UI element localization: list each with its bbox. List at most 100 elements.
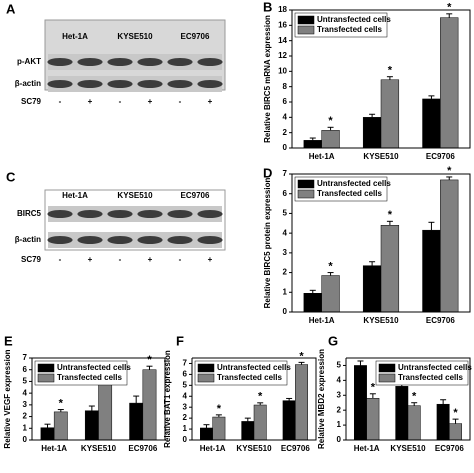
- error-bar: [452, 418, 459, 424]
- axes: [345, 357, 471, 441]
- treatment-sign: -: [59, 97, 62, 106]
- error-bar: [386, 76, 393, 80]
- cell-line-label: Het-1A: [62, 32, 88, 41]
- blot-strip: [48, 206, 222, 222]
- treatment-sign: +: [88, 255, 93, 264]
- blot-band: [137, 58, 163, 66]
- y-tick-label: 2: [183, 413, 188, 422]
- legend-swatch: [37, 363, 55, 373]
- panel-letter: A: [6, 1, 16, 16]
- legend-swatch: [297, 189, 315, 199]
- significance-star: *: [453, 407, 458, 419]
- error-bar: [309, 137, 316, 141]
- y-axis-label: Relative BAT1 expression: [163, 350, 172, 448]
- y-tick-label: 4: [337, 375, 342, 384]
- bar: [362, 265, 382, 313]
- y-tick-label: 0: [183, 435, 188, 444]
- error-bar: [286, 397, 293, 401]
- blot-band: [197, 80, 223, 88]
- axes: [291, 9, 471, 149]
- y-tick-label: 2: [23, 412, 28, 421]
- error-bar: [146, 365, 153, 370]
- blot-band: [77, 58, 103, 66]
- y-tick-label: 10: [278, 66, 287, 75]
- y-tick-label: 1: [23, 423, 28, 432]
- error-bar: [88, 405, 95, 411]
- x-tick-label: KYSE510: [363, 152, 399, 161]
- blot-band: [167, 80, 193, 88]
- legend-swatch: [297, 179, 315, 189]
- bar: [129, 402, 144, 441]
- panel-letter: D: [263, 165, 272, 180]
- y-tick-label: 7: [283, 169, 288, 178]
- bar: [303, 140, 322, 149]
- y-tick-label: 6: [283, 189, 288, 198]
- blot-band: [197, 236, 223, 244]
- y-tick-label: 1: [337, 420, 342, 429]
- panel-letter: F: [176, 333, 184, 348]
- error-bar: [203, 424, 210, 428]
- treatment-sign: -: [179, 255, 182, 264]
- treatment-sign: +: [148, 97, 153, 106]
- legend-label: Transfected cells: [317, 25, 382, 34]
- blot-band: [167, 210, 193, 218]
- significance-star: *: [447, 165, 452, 177]
- bar: [354, 365, 367, 441]
- blot-band: [77, 80, 103, 88]
- bar: [362, 117, 382, 149]
- legend-swatch: [37, 373, 55, 383]
- row-label: BIRC5: [17, 209, 42, 218]
- error-bar: [215, 414, 222, 418]
- bar: [380, 225, 400, 313]
- blot-band: [47, 58, 73, 66]
- error-bar: [244, 417, 251, 422]
- x-tick-label: EC9706: [435, 444, 464, 453]
- legend-label: Untransfected cells: [398, 363, 472, 372]
- y-tick-label: 1: [283, 287, 288, 296]
- significance-star: *: [328, 115, 333, 127]
- bar: [295, 364, 308, 441]
- treatment-label: SC79: [21, 97, 42, 106]
- panel-letter: E: [4, 333, 13, 348]
- error-bar: [133, 395, 140, 404]
- error-bar: [428, 221, 435, 231]
- bar: [282, 400, 296, 441]
- treatment-sign: +: [148, 255, 153, 264]
- x-tick-label: Het-1A: [200, 444, 226, 453]
- significance-star: *: [299, 350, 304, 362]
- cell-line-label: KYSE510: [117, 191, 153, 200]
- y-tick-label: 3: [283, 248, 288, 257]
- blot-band: [197, 210, 223, 218]
- error-bar: [57, 409, 64, 412]
- blot-band: [77, 236, 103, 244]
- treatment-label: SC79: [21, 255, 42, 264]
- y-tick-label: 16: [278, 20, 287, 29]
- x-tick-label: KYSE510: [236, 444, 272, 453]
- y-tick-label: 7: [183, 359, 188, 368]
- row-label: β-actin: [15, 235, 41, 244]
- x-tick-label: Het-1A: [309, 316, 335, 325]
- legend-swatch: [297, 25, 315, 35]
- bar: [241, 421, 255, 441]
- bar: [200, 427, 213, 441]
- significance-star: *: [388, 65, 393, 77]
- bar: [40, 427, 55, 441]
- treatment-sign: -: [179, 97, 182, 106]
- error-bar: [369, 261, 376, 266]
- significance-star: *: [412, 391, 417, 403]
- bar: [422, 98, 441, 149]
- bar: [407, 405, 421, 441]
- y-tick-label: 1: [183, 424, 188, 433]
- x-tick-label: Het-1A: [354, 444, 380, 453]
- treatment-sign: +: [88, 97, 93, 106]
- y-axis-label: Relative VEGF expression: [3, 349, 12, 448]
- x-tick-label: EC9706: [281, 444, 310, 453]
- bar: [84, 410, 99, 441]
- bar: [395, 386, 409, 441]
- blot-band: [107, 236, 133, 244]
- blot-strip: [48, 232, 222, 248]
- treatment-sign: -: [119, 97, 122, 106]
- y-tick-label: 6: [23, 365, 28, 374]
- bar: [380, 79, 400, 149]
